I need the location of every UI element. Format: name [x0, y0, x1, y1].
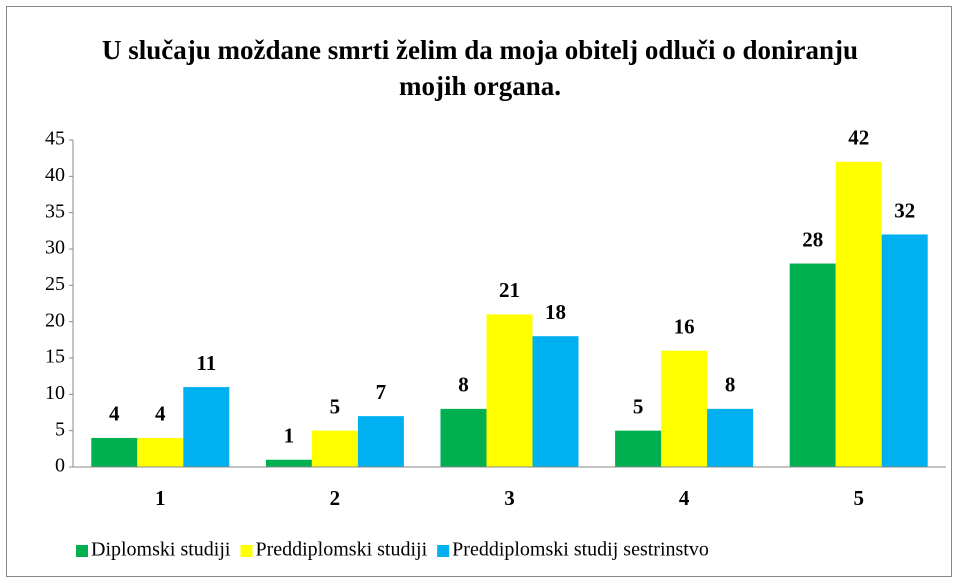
data-label: 4: [109, 402, 120, 426]
data-label: 32: [894, 198, 915, 222]
x-tick-label: 1: [155, 486, 166, 510]
y-tick-label: 45: [45, 128, 65, 150]
legend-label: Preddiplomski studij sestrinstvo: [452, 539, 709, 561]
y-tick-label: 10: [45, 382, 65, 404]
chart-title: U slučaju moždane smrti želim da moja ob…: [102, 35, 858, 101]
y-tick-label: 35: [45, 200, 65, 222]
y-tick-label: 15: [45, 346, 65, 368]
bar: [835, 161, 882, 468]
y-tick-label: 25: [45, 273, 65, 295]
legend-label: Preddiplomski studiji: [255, 539, 427, 561]
data-label: 18: [545, 300, 566, 324]
bar: [440, 408, 487, 467]
data-label: 1: [284, 424, 295, 448]
x-tick-label: 5: [853, 486, 864, 510]
y-tick-label: 40: [45, 164, 65, 186]
legend-swatch: [240, 545, 253, 557]
legend-label: Diplomski studiji: [91, 539, 231, 561]
bar: [183, 387, 230, 467]
data-label: 5: [633, 394, 644, 418]
data-label: 4: [155, 402, 166, 426]
bar: [357, 416, 404, 467]
bar: [91, 437, 138, 467]
data-label: 8: [458, 373, 469, 397]
data-label: 7: [376, 380, 387, 404]
legend-swatch: [437, 545, 450, 557]
bar: [789, 263, 836, 467]
bar: [881, 234, 928, 467]
data-label: 5: [330, 394, 341, 418]
bar: [707, 408, 754, 467]
bar: [615, 430, 662, 467]
y-tick-label: 20: [45, 309, 65, 331]
y-tick-label: 5: [55, 418, 65, 440]
bar: [137, 437, 184, 467]
bar: [265, 459, 312, 467]
data-label: 28: [802, 227, 823, 251]
y-tick-label: 0: [55, 455, 65, 477]
x-tick-label: 3: [504, 486, 515, 510]
data-label: 11: [196, 351, 216, 375]
data-label: 16: [674, 315, 695, 339]
bar: [532, 336, 579, 467]
data-label: 42: [848, 126, 869, 150]
x-tick-label: 2: [330, 486, 341, 510]
x-tick-label: 4: [679, 486, 690, 510]
data-label: 8: [725, 373, 736, 397]
data-label: 21: [499, 278, 520, 302]
bar: [661, 350, 708, 467]
y-tick-label: 30: [45, 237, 65, 259]
bar: [311, 430, 358, 467]
bar: [486, 314, 533, 467]
legend-swatch: [76, 545, 88, 557]
